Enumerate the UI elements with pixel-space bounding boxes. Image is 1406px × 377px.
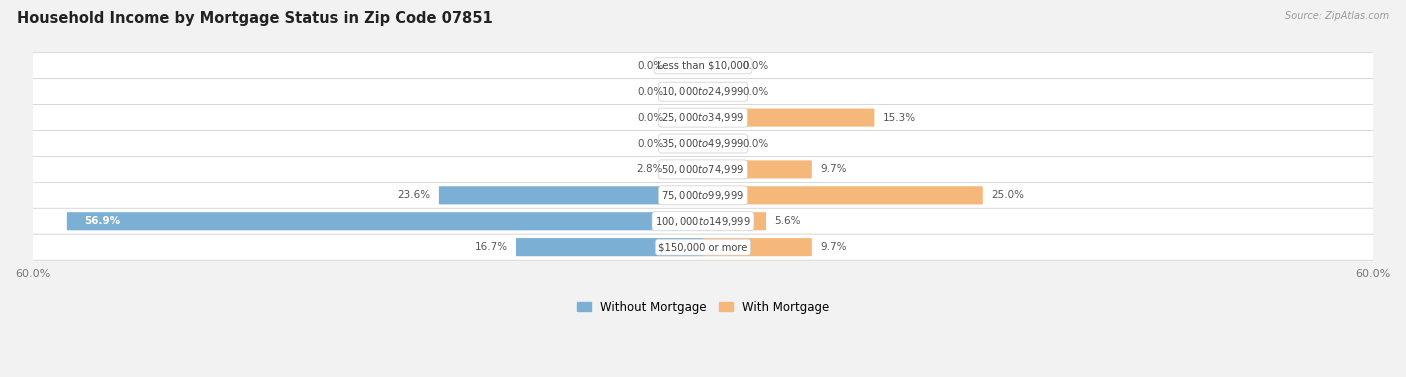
Text: $150,000 or more: $150,000 or more — [658, 242, 748, 252]
Text: Source: ZipAtlas.com: Source: ZipAtlas.com — [1285, 11, 1389, 21]
Text: $50,000 to $74,999: $50,000 to $74,999 — [661, 163, 745, 176]
Text: 9.7%: 9.7% — [820, 164, 846, 175]
FancyBboxPatch shape — [32, 53, 1374, 79]
FancyBboxPatch shape — [32, 182, 1374, 208]
Text: 16.7%: 16.7% — [474, 242, 508, 252]
Text: 15.3%: 15.3% — [883, 113, 915, 123]
Text: 0.0%: 0.0% — [742, 138, 768, 149]
Text: $100,000 to $149,999: $100,000 to $149,999 — [655, 215, 751, 228]
FancyBboxPatch shape — [32, 234, 1374, 260]
FancyBboxPatch shape — [703, 109, 875, 127]
FancyBboxPatch shape — [32, 208, 1374, 234]
Text: 0.0%: 0.0% — [742, 87, 768, 97]
Text: 25.0%: 25.0% — [991, 190, 1024, 200]
FancyBboxPatch shape — [703, 238, 811, 256]
FancyBboxPatch shape — [703, 186, 983, 204]
Text: 2.8%: 2.8% — [637, 164, 662, 175]
FancyBboxPatch shape — [671, 160, 703, 178]
FancyBboxPatch shape — [439, 186, 703, 204]
Legend: Without Mortgage, With Mortgage: Without Mortgage, With Mortgage — [572, 296, 834, 318]
FancyBboxPatch shape — [32, 156, 1374, 182]
Text: 9.7%: 9.7% — [820, 242, 846, 252]
FancyBboxPatch shape — [703, 160, 811, 178]
Text: 23.6%: 23.6% — [398, 190, 430, 200]
Text: $10,000 to $24,999: $10,000 to $24,999 — [661, 85, 745, 98]
Text: 56.9%: 56.9% — [84, 216, 120, 226]
Text: 0.0%: 0.0% — [742, 61, 768, 71]
Text: 0.0%: 0.0% — [638, 61, 664, 71]
Text: 0.0%: 0.0% — [638, 113, 664, 123]
FancyBboxPatch shape — [703, 212, 766, 230]
Text: 0.0%: 0.0% — [638, 138, 664, 149]
FancyBboxPatch shape — [516, 238, 703, 256]
Text: $25,000 to $34,999: $25,000 to $34,999 — [661, 111, 745, 124]
FancyBboxPatch shape — [32, 79, 1374, 105]
FancyBboxPatch shape — [32, 130, 1374, 156]
Text: Household Income by Mortgage Status in Zip Code 07851: Household Income by Mortgage Status in Z… — [17, 11, 492, 26]
Text: $35,000 to $49,999: $35,000 to $49,999 — [661, 137, 745, 150]
Text: 0.0%: 0.0% — [638, 87, 664, 97]
Text: $75,000 to $99,999: $75,000 to $99,999 — [661, 189, 745, 202]
FancyBboxPatch shape — [67, 212, 703, 230]
Text: Less than $10,000: Less than $10,000 — [657, 61, 749, 71]
Text: 5.6%: 5.6% — [775, 216, 801, 226]
FancyBboxPatch shape — [32, 104, 1374, 130]
